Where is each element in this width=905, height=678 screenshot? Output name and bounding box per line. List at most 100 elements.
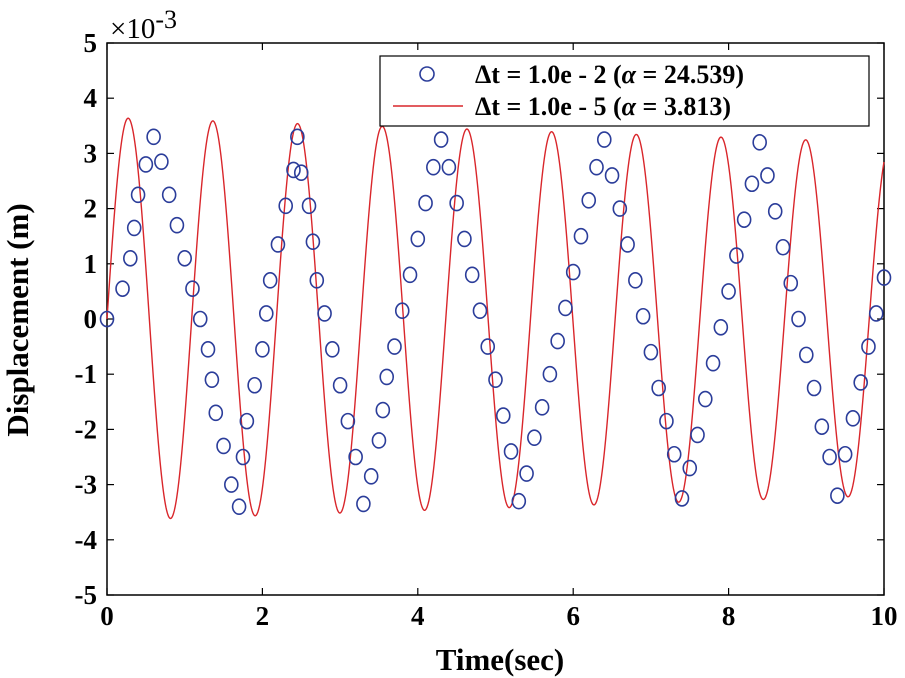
series-marker-point [441,158,457,176]
series-marker-point [666,445,682,463]
series-marker-point [363,468,379,485]
series-marker-point [791,310,806,328]
series-marker-point [115,280,130,297]
series-marker-point [231,498,247,515]
series-marker-point [371,432,387,449]
series-marker-point [534,399,550,416]
y-tick-label: 5 [84,28,98,58]
x-tick-label: 6 [566,601,580,631]
series-marker-point [868,305,884,322]
y-tick-label: -3 [75,470,98,500]
series-marker-point [573,227,589,245]
series-marker-point [643,343,659,361]
series-marker-point [325,341,340,358]
series-marker-point [286,161,301,179]
series-marker-point [628,272,643,289]
series-marker-point [729,247,744,264]
legend-label-series-1-alpha: α [622,60,637,89]
x-tick-label: 0 [100,601,114,631]
series-marker-point [713,318,729,336]
series-marker-point [278,197,294,215]
series-marker-point [177,249,192,267]
y-tick-label: -4 [75,525,98,555]
series-marker-point [488,371,503,389]
series-marker-point [845,410,861,427]
series-marker-point [426,158,441,176]
axis-ticks: 0 2 4 6 8 10 -5 -4 -3 -2 -1 0 1 2 3 4 5 [75,28,898,631]
series-marker-point [394,302,410,320]
series-marker-point [565,263,581,281]
y-tick-label: 0 [84,304,98,334]
series-marker-point [204,371,220,389]
series-marker-point [375,401,391,419]
series-marker-point [783,274,799,292]
series-marker-point [200,341,216,358]
series-marker-point [262,272,278,289]
series-marker-point [418,194,433,212]
series-marker-point [596,131,612,148]
series-marker-point [760,167,775,184]
series-marker-point [806,379,822,397]
x-axis-label: Time(sec) [436,642,565,677]
series-marker-point [340,412,356,430]
legend-label-series-2-rest: = 3.813) [636,92,731,121]
series-marker-point [255,341,270,358]
legend-label-series-1: Δt = 1.0e - 2 (α = 24.539) [475,60,744,89]
y-exponent-power: -3 [155,5,177,34]
series-line-group [106,117,885,520]
series-marker-point [123,249,138,267]
series-marker-point [604,167,620,184]
series-marker-point [309,272,325,289]
y-tick-label: 3 [84,138,98,168]
series-marker-point [379,368,395,386]
y-tick-label: 1 [84,249,98,279]
legend: Δt = 1.0e - 2 (α = 24.539) Δt = 1.0e - 5… [379,55,870,127]
series-marker-point [612,200,628,217]
legend-marker-icon [419,66,435,82]
series-marker-point [752,134,767,151]
series-marker-point [542,365,558,383]
series-marker-point [293,164,309,182]
series-marker-point [138,156,154,173]
series-marker-point [146,128,161,146]
series-marker-point [433,131,449,148]
series-marker-point [558,299,573,317]
x-tick-label: 8 [722,601,736,631]
series-marker-point [235,448,251,466]
series-marker-point [169,216,185,234]
series-marker-point [744,175,760,193]
y-axis-label: Displacement (m) [0,203,35,436]
legend-label-series-1-main: Δt = 1.0e - 2 ( [475,60,622,89]
y-tick-label: -1 [75,359,98,389]
series-marker-point [861,338,876,355]
y-tick-label: 4 [84,83,98,113]
series-marker-point [876,269,892,286]
x-tick-label: 10 [871,601,898,631]
series-marker-point [822,448,837,466]
y-tick-label: -5 [75,580,98,610]
y-tick-label: -2 [75,414,98,444]
series-marker-point [527,429,542,446]
series-marker-point [224,476,239,493]
y-exponent-label: ×10-3 [110,5,177,45]
series-marker-point [99,310,115,328]
series-line-fine-step [106,117,885,520]
series-marker-point [589,158,604,176]
series-marker-point [798,346,814,364]
series-marker-point [853,374,868,391]
series-marker-point [690,426,705,444]
series-marker-point [402,266,418,284]
series-marker-point [270,236,286,253]
series-marker-point [301,197,317,215]
x-tick-label: 2 [256,601,270,631]
series-marker-point [635,307,651,325]
series-marker-point [410,230,426,248]
legend-label-series-2-main: Δt = 1.0e - 5 ( [475,92,622,121]
y-exponent-base: ×10 [110,13,155,45]
series-marker-point [775,238,791,256]
series-marker-point [830,487,845,504]
series-marker-point [356,495,371,513]
series-marker-point [126,219,142,237]
series-marker-point [519,465,534,482]
series-marker-point [550,332,565,350]
